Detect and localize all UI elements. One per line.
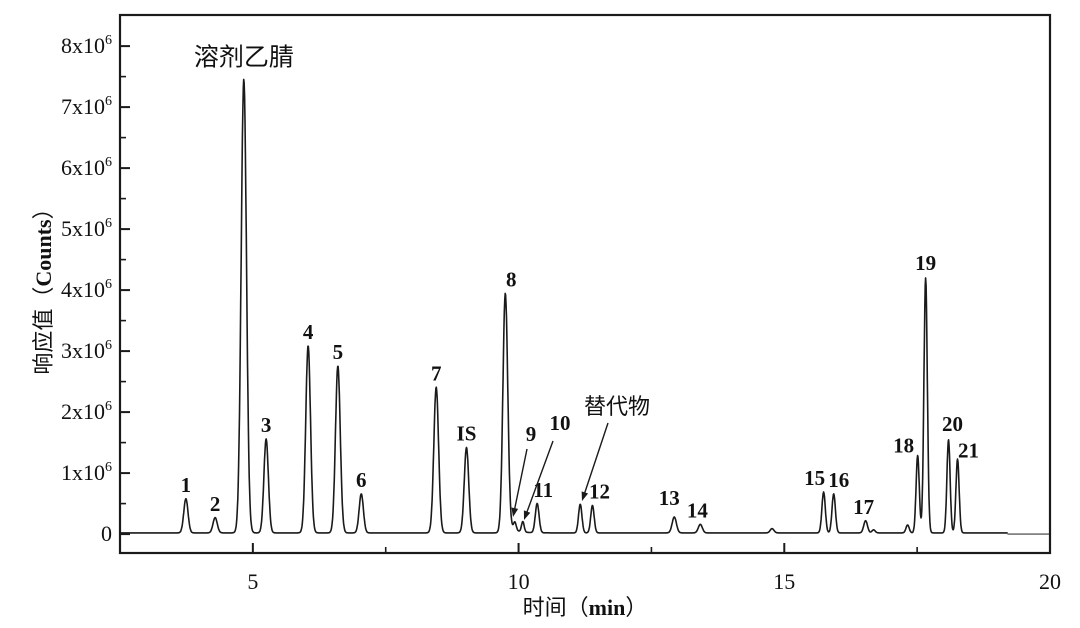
x-axis-tick-label: 20 [1039, 569, 1061, 594]
y-axis-title-pre: 响应值（ [31, 286, 56, 375]
peak-3-label: 3 [261, 413, 272, 437]
solvent-peak-label: 溶剂乙腈 [194, 43, 294, 71]
callout-10-arrow-line [525, 440, 554, 514]
peak-4-label: 4 [303, 320, 314, 344]
peak-7-label: 7 [431, 361, 442, 385]
y-axis-tick-label: 4x106 [61, 277, 112, 302]
callout-9-arrow-head [511, 507, 519, 517]
peak-16-label: 16 [828, 468, 849, 492]
x-axis-title-pre: 时间（ [522, 595, 589, 620]
x-axis-tick-label: 5 [247, 569, 258, 594]
peak-15-label: 15 [804, 466, 825, 490]
y-axis-tick-label: 8x106 [61, 33, 112, 58]
peak-8-label: 8 [506, 267, 517, 291]
callout-surrogate-arrow-line [583, 422, 609, 495]
plot-frame [118, 13, 1052, 555]
y-axis-tick-label: 7x106 [61, 94, 112, 119]
chromatogram-trace [119, 78, 1009, 534]
peak-6-label: 6 [356, 468, 367, 492]
is-peak-label: IS [457, 422, 477, 446]
callout-10-arrow-head [523, 510, 531, 520]
y-axis-tick-label: 1x106 [61, 460, 112, 485]
peak-21-label: 21 [958, 438, 979, 462]
peak-20-label: 20 [942, 412, 963, 436]
callout-10-label: 10 [550, 411, 571, 435]
x-axis-title-post: ） [625, 595, 648, 620]
callout-9-label: 9 [526, 422, 537, 446]
y-axis-tick-label: 0 [101, 521, 112, 546]
y-axis-tick-label: 2x106 [61, 399, 112, 424]
x-axis-title: 时间（min） [120, 590, 1050, 622]
x-axis-title-unit: min [588, 595, 626, 620]
peak-18-label: 18 [893, 434, 914, 458]
peak-5-label: 5 [333, 340, 344, 364]
callout-9-arrow-line [513, 448, 528, 511]
peak-17-label: 17 [853, 495, 874, 519]
x-axis-tick-label: 15 [773, 569, 795, 594]
peak-2-label: 2 [210, 492, 221, 516]
peak-12-label: 12 [589, 480, 610, 504]
x-axis-tick-label: 10 [508, 569, 530, 594]
peak-13-label: 13 [659, 486, 680, 510]
y-axis-tick-label: 6x106 [61, 155, 112, 180]
peak-1-label: 1 [181, 473, 192, 497]
y-axis-title-unit: Counts [31, 219, 56, 287]
peak-14-label: 14 [687, 499, 709, 523]
y-axis-title: 响应值（Counts） [26, 197, 58, 374]
peak-11-label: 11 [533, 478, 553, 502]
callout-surrogate-label: 替代物 [584, 394, 650, 419]
y-axis-tick-label: 3x106 [61, 338, 112, 363]
y-axis-title-post: ） [31, 197, 56, 220]
y-axis-tick-label: 5x106 [61, 216, 112, 241]
peak-19-label: 19 [915, 251, 936, 275]
callout-surrogate-arrow-head [581, 491, 589, 501]
